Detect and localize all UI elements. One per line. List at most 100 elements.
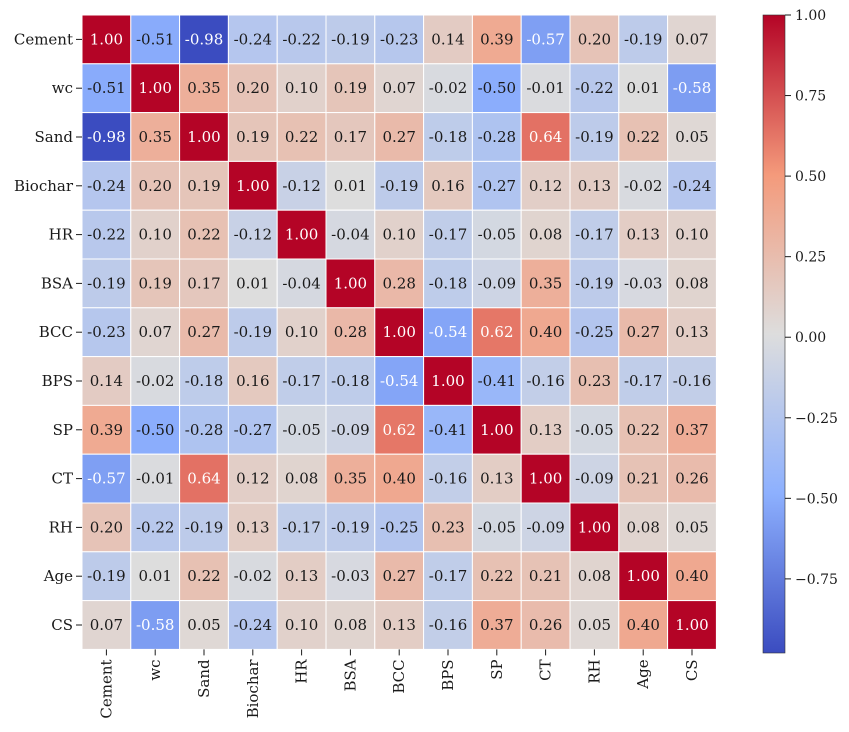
heatmap-cell-BCC-Sand (179, 307, 229, 358)
cell-value-label: -0.54 (380, 372, 418, 390)
cell-value-label: -0.50 (478, 79, 516, 97)
x-tick-label-BSA: BSA (341, 659, 359, 691)
y-tick-label-BSA: BSA (41, 274, 73, 292)
cell-value-label: 0.12 (529, 177, 562, 195)
cell-value-label: 0.40 (382, 470, 415, 488)
cell-value-label: 0.13 (382, 616, 415, 634)
heatmap-cell-CS-CS (667, 600, 717, 650)
y-tick-label-RH: RH (49, 518, 73, 536)
cell-value-label: 0.07 (382, 79, 415, 97)
colorbar-gradient (762, 14, 786, 654)
y-tick-label-HR: HR (49, 226, 74, 244)
heatmap-cell-BSA-RH (569, 258, 620, 309)
x-tick-label-Biochar: Biochar (244, 659, 262, 719)
cell-value-label: 0.40 (626, 616, 659, 634)
heatmap-cell-Biochar-BPS (423, 160, 473, 211)
cell-value-label: 0.27 (626, 323, 659, 341)
x-tick-label-BCC: BCC (390, 659, 408, 693)
x-tick-label-BPS: BPS (439, 659, 457, 690)
x-tick-label-Age: Age (634, 659, 652, 689)
heatmap-cell-RH-wc (130, 502, 181, 553)
y-tick-label-BCC: BCC (39, 323, 73, 341)
heatmap-cell-BSA-Age (618, 258, 669, 309)
heatmap-cell-CS-BSA (325, 600, 376, 650)
heatmap-cell-CT-Sand (179, 453, 229, 504)
y-tick-label-CS: CS (51, 616, 73, 634)
cell-value-label: 0.22 (626, 128, 659, 146)
heatmap-cell-Age-Age (618, 551, 669, 602)
cell-value-label: -0.51 (87, 79, 125, 97)
heatmap-cell-BPS-BSA (325, 356, 376, 406)
cell-value-label: 0.35 (138, 128, 171, 146)
heatmap-cell-Age-Sand (179, 551, 229, 602)
heatmap-cell-CT-HR (276, 453, 327, 504)
cell-value-label: -0.19 (185, 518, 223, 536)
cell-value-label: -0.02 (429, 79, 467, 97)
cell-value-label: 0.27 (187, 323, 220, 341)
cell-value-label: 0.39 (480, 30, 513, 48)
cell-value-label: -0.28 (185, 421, 223, 439)
y-tick-label-CT: CT (52, 470, 73, 488)
y-tick-label-wc: wc (52, 79, 73, 97)
cell-value-label: -0.17 (575, 226, 613, 244)
heatmap-cell-SP-BSA (325, 404, 376, 455)
cell-value-label: 0.08 (675, 274, 708, 292)
heatmap-cell-Cement-Cement (81, 14, 132, 65)
heatmap-cell-SP-RH (569, 404, 620, 455)
cell-value-label: 0.22 (626, 421, 659, 439)
cell-value-label: 0.14 (90, 372, 123, 390)
cell-value-label: 0.10 (675, 226, 708, 244)
cell-value-label: 1.00 (529, 470, 562, 488)
cell-value-label: -0.17 (282, 518, 320, 536)
heatmap-cell-wc-Sand (179, 63, 229, 114)
colorbar-tick-label: −0.75 (795, 572, 838, 588)
heatmap-cell-CS-Biochar (227, 600, 278, 650)
cell-value-label: 0.07 (90, 616, 123, 634)
cell-value-label: -0.57 (87, 470, 125, 488)
cell-value-label: 0.13 (578, 177, 611, 195)
heatmap-cell-Biochar-CT (520, 160, 571, 211)
cell-value-label: 0.62 (480, 323, 513, 341)
cell-value-label: 0.12 (236, 470, 269, 488)
cell-value-label: -0.19 (331, 518, 369, 536)
cell-value-label: -0.05 (575, 421, 613, 439)
heatmap-cell-Cement-CT (520, 14, 571, 65)
y-tick-label-Sand: Sand (35, 128, 74, 146)
cell-value-label: -0.57 (526, 30, 564, 48)
cell-value-label: -0.16 (526, 372, 564, 390)
heatmap-cell-Age-BSA (325, 551, 376, 602)
cell-value-label: 1.00 (675, 616, 708, 634)
cell-value-label: 0.22 (480, 567, 513, 585)
cell-value-label: 0.13 (480, 470, 513, 488)
cell-value-label: 0.01 (138, 567, 171, 585)
heatmap-cell-RH-Biochar (227, 502, 278, 553)
cell-value-label: 0.37 (480, 616, 513, 634)
heatmap-cell-Cement-Age (618, 14, 669, 65)
cell-value-label: 0.22 (187, 226, 220, 244)
heatmap-cell-CS-HR (276, 600, 327, 650)
heatmap-cell-wc-HR (276, 63, 327, 114)
cell-value-label: -0.24 (234, 616, 272, 634)
heatmap-cell-Sand-RH (569, 112, 620, 162)
cell-value-label: 0.28 (382, 274, 415, 292)
heatmap-cell-Age-CS (667, 551, 717, 602)
heatmap-cell-CT-CT (520, 453, 571, 504)
cell-value-label: -0.41 (478, 372, 516, 390)
colorbar-tick-label: 1.00 (795, 8, 826, 24)
heatmap-cell-CS-BCC (374, 600, 425, 650)
cell-value-label: -0.22 (575, 79, 613, 97)
heatmap-cell-Cement-BPS (423, 14, 473, 65)
heatmap-cell-Age-HR (276, 551, 327, 602)
x-tick-label-Sand: Sand (195, 659, 213, 698)
cell-value-label: -0.04 (282, 274, 320, 292)
heatmap-cell-BPS-BPS (423, 356, 473, 406)
cell-value-label: 0.10 (285, 323, 318, 341)
heatmap-cell-BCC-SP (471, 307, 522, 358)
cell-value-label: 0.21 (626, 470, 659, 488)
cell-value-label: 0.19 (187, 177, 220, 195)
cell-value-label: 0.13 (529, 421, 562, 439)
cell-value-label: 0.27 (382, 567, 415, 585)
colorbar-tick-label: 0.25 (795, 250, 826, 266)
cell-value-label: 0.01 (626, 79, 659, 97)
cell-value-label: 0.20 (138, 177, 171, 195)
